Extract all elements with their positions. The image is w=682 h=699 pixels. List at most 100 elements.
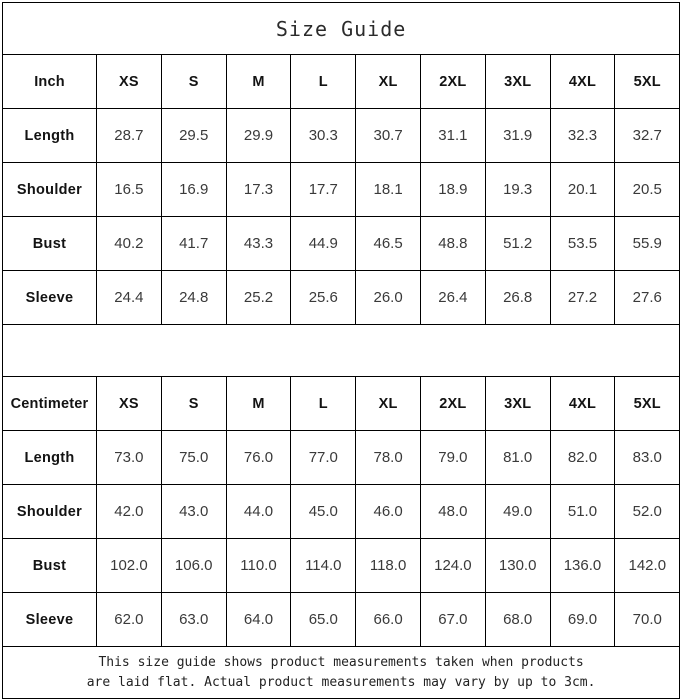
cm-sleeve-l: 65.0 xyxy=(290,592,357,647)
inch-bust-xl: 46.5 xyxy=(355,216,421,271)
cm-length-m: 76.0 xyxy=(225,430,292,485)
cm-size-header-4xl: 4XL xyxy=(549,376,616,431)
cm-sleeve-5xl: 70.0 xyxy=(614,592,681,647)
cm-length-xl: 78.0 xyxy=(355,430,421,485)
inch-row-label-shoulder: Shoulder xyxy=(2,162,97,217)
cm-size-header-l: L xyxy=(290,376,357,431)
inch-sleeve-2xl: 26.4 xyxy=(419,270,486,325)
cm-sleeve-s: 63.0 xyxy=(160,592,227,647)
inch-sleeve-m: 25.2 xyxy=(225,270,292,325)
cm-size-header-xl: XL xyxy=(355,376,421,431)
cm-shoulder-xs: 42.0 xyxy=(96,484,162,539)
cm-bust-xs: 102.0 xyxy=(96,538,162,593)
inch-row-label-sleeve: Sleeve xyxy=(2,270,97,325)
cm-shoulder-m: 44.0 xyxy=(225,484,292,539)
inch-unit-label: Inch xyxy=(2,54,97,109)
cm-shoulder-2xl: 48.0 xyxy=(419,484,486,539)
cm-sleeve-2xl: 67.0 xyxy=(419,592,486,647)
cm-shoulder-l: 45.0 xyxy=(290,484,357,539)
table-spacer xyxy=(1,324,681,377)
cm-shoulder-4xl: 51.0 xyxy=(549,484,616,539)
inch-header-row: Inch XS S M L XL 2XL 3XL 4XL 5XL xyxy=(2,54,681,109)
inch-length-m: 29.9 xyxy=(225,108,292,163)
inch-size-header-5xl: 5XL xyxy=(614,54,681,109)
table-row: Bust 40.2 41.7 43.3 44.9 46.5 48.8 51.2 … xyxy=(2,216,681,271)
inch-shoulder-l: 17.7 xyxy=(290,162,357,217)
cm-size-header-s: S xyxy=(160,376,227,431)
inch-row-label-bust: Bust xyxy=(2,216,97,271)
cm-sleeve-m: 64.0 xyxy=(225,592,292,647)
cm-bust-4xl: 136.0 xyxy=(549,538,616,593)
cm-length-3xl: 81.0 xyxy=(484,430,551,485)
inch-sleeve-3xl: 26.8 xyxy=(484,270,551,325)
cm-bust-5xl: 142.0 xyxy=(614,538,681,593)
cm-size-header-2xl: 2XL xyxy=(419,376,486,431)
inch-shoulder-xl: 18.1 xyxy=(355,162,421,217)
inch-length-s: 29.5 xyxy=(160,108,227,163)
inch-length-xs: 28.7 xyxy=(96,108,162,163)
size-guide-note-line-2: are laid flat. Actual product measuremen… xyxy=(86,674,596,690)
inch-sleeve-4xl: 27.2 xyxy=(549,270,616,325)
inch-length-5xl: 32.7 xyxy=(614,108,681,163)
inch-shoulder-5xl: 20.5 xyxy=(614,162,681,217)
table-row: Length 73.0 75.0 76.0 77.0 78.0 79.0 81.… xyxy=(2,430,681,485)
inch-length-l: 30.3 xyxy=(290,108,357,163)
inch-length-2xl: 31.1 xyxy=(419,108,486,163)
size-guide-note-line-1: This size guide shows product measuremen… xyxy=(98,654,584,670)
centimeter-header-row: Centimeter XS S M L XL 2XL 3XL 4XL 5XL xyxy=(2,376,681,431)
inch-sleeve-xl: 26.0 xyxy=(355,270,421,325)
inch-bust-5xl: 55.9 xyxy=(614,216,681,271)
cm-shoulder-xl: 46.0 xyxy=(355,484,421,539)
inch-size-header-s: S xyxy=(160,54,227,109)
cm-sleeve-xl: 66.0 xyxy=(355,592,421,647)
inch-shoulder-4xl: 20.1 xyxy=(549,162,616,217)
table-row: Bust 102.0 106.0 110.0 114.0 118.0 124.0… xyxy=(2,538,681,593)
cm-length-s: 75.0 xyxy=(160,430,227,485)
inch-shoulder-2xl: 18.9 xyxy=(419,162,486,217)
inch-sleeve-xs: 24.4 xyxy=(96,270,162,325)
inch-size-header-3xl: 3XL xyxy=(484,54,551,109)
footer-row: This size guide shows product measuremen… xyxy=(1,646,681,699)
cm-row-label-shoulder: Shoulder xyxy=(2,484,97,539)
cm-size-header-m: M xyxy=(225,376,292,431)
inch-size-header-m: M xyxy=(225,54,292,109)
inch-row-label-length: Length xyxy=(2,108,97,163)
inch-sleeve-l: 25.6 xyxy=(290,270,357,325)
cm-size-header-xs: XS xyxy=(96,376,162,431)
cm-sleeve-xs: 62.0 xyxy=(96,592,162,647)
inch-size-header-2xl: 2XL xyxy=(419,54,486,109)
inch-sleeve-5xl: 27.6 xyxy=(614,270,681,325)
centimeter-unit-label: Centimeter xyxy=(2,376,97,431)
cm-shoulder-3xl: 49.0 xyxy=(484,484,551,539)
cm-bust-2xl: 124.0 xyxy=(419,538,486,593)
inch-bust-l: 44.9 xyxy=(290,216,357,271)
inch-shoulder-3xl: 19.3 xyxy=(484,162,551,217)
table-row: Sleeve 24.4 24.8 25.2 25.6 26.0 26.4 26.… xyxy=(2,270,681,325)
cm-row-label-length: Length xyxy=(2,430,97,485)
cm-row-label-sleeve: Sleeve xyxy=(2,592,97,647)
inch-size-header-xs: XS xyxy=(96,54,162,109)
cm-bust-s: 106.0 xyxy=(160,538,227,593)
inch-size-header-l: L xyxy=(290,54,357,109)
cm-bust-xl: 118.0 xyxy=(355,538,421,593)
cm-sleeve-3xl: 68.0 xyxy=(484,592,551,647)
table-spacer-row xyxy=(1,324,681,377)
inch-length-3xl: 31.9 xyxy=(484,108,551,163)
cm-size-header-5xl: 5XL xyxy=(614,376,681,431)
inch-sleeve-s: 24.8 xyxy=(160,270,227,325)
cm-bust-l: 114.0 xyxy=(290,538,357,593)
cm-length-2xl: 79.0 xyxy=(419,430,486,485)
inch-bust-3xl: 51.2 xyxy=(484,216,551,271)
cm-size-header-3xl: 3XL xyxy=(484,376,551,431)
cm-row-label-bust: Bust xyxy=(2,538,97,593)
cm-bust-m: 110.0 xyxy=(225,538,292,593)
inch-length-4xl: 32.3 xyxy=(549,108,616,163)
page-title: Size Guide xyxy=(1,2,681,55)
cm-sleeve-4xl: 69.0 xyxy=(549,592,616,647)
inch-shoulder-m: 17.3 xyxy=(225,162,292,217)
cm-length-5xl: 83.0 xyxy=(614,430,681,485)
cm-length-l: 77.0 xyxy=(290,430,357,485)
